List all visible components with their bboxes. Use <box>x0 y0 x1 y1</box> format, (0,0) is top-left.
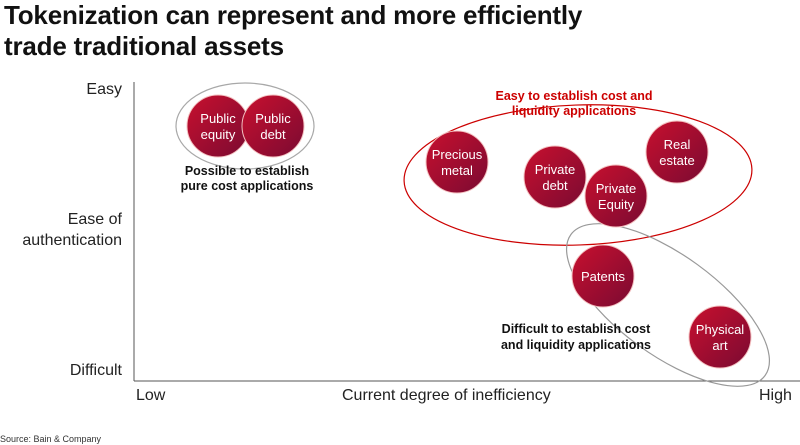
bubble-label: Real <box>664 137 691 152</box>
group-label-line: Difficult to establish cost <box>502 322 651 336</box>
bubble-label: Precious <box>432 147 483 162</box>
bubble-public-debt: Public debt <box>241 94 305 158</box>
bubble-label: Physical <box>696 322 745 337</box>
title-line-1: Tokenization can represent and more effi… <box>4 0 583 30</box>
bubble-label: Public <box>200 111 236 126</box>
group-label-pure-cost: Possible to establish pure cost applicat… <box>181 164 314 193</box>
bubble-label: metal <box>441 163 473 178</box>
y-label-difficult: Difficult <box>69 362 122 379</box>
group-label-difficult: Difficult to establish cost and liquidit… <box>501 322 651 352</box>
x-label-high: High <box>759 387 792 404</box>
bubble-label: Patents <box>581 269 626 284</box>
bubble-real-estate: Real estate <box>645 120 709 184</box>
bubble-label: debt <box>542 178 568 193</box>
group-label-line: pure cost applications <box>181 179 314 193</box>
difficult-outline <box>565 223 771 387</box>
bubble-label: Public <box>255 111 291 126</box>
bubble-label: Equity <box>598 197 635 212</box>
bubble-label: Private <box>535 162 575 177</box>
bubble-label: Private <box>596 181 636 196</box>
bubble-label: debt <box>260 127 286 142</box>
pure-cost-outline <box>175 82 315 170</box>
bubble-private-equity: Private Equity <box>584 164 648 228</box>
bubble-private-debt: Private debt <box>523 145 587 209</box>
bubble-label: estate <box>659 153 694 168</box>
source-note: Source: Bain & Company <box>0 434 102 444</box>
bubble-public-equity: Public equity <box>186 94 250 158</box>
x-label-axis: Current degree of inefficiency <box>342 387 551 404</box>
group-label-line: Possible to establish <box>185 164 309 178</box>
group-label-line: liquidity applications <box>512 104 636 118</box>
group-label-line: and liquidity applications <box>501 338 651 352</box>
bubble-label: art <box>712 338 728 353</box>
bubble-precious-metal: Precious metal <box>425 130 489 194</box>
title-line-2: trade traditional assets <box>4 31 284 61</box>
cost-liquidity-outline <box>403 104 753 246</box>
group-label-line: Easy to establish cost and <box>496 89 653 103</box>
bubble-patents: Patents <box>571 244 635 308</box>
y-label-easy: Easy <box>86 81 122 98</box>
chart-title: Tokenization can represent and more effi… <box>4 0 704 62</box>
bubble-physical-art: Physical art <box>688 305 752 369</box>
y-label-ease-of: Ease of <box>67 211 122 228</box>
group-label-cost-liquidity: Easy to establish cost and liquidity app… <box>496 89 653 118</box>
y-label-authentication: authentication <box>22 232 122 249</box>
bubble-label: equity <box>201 127 236 142</box>
x-label-low: Low <box>136 387 166 404</box>
